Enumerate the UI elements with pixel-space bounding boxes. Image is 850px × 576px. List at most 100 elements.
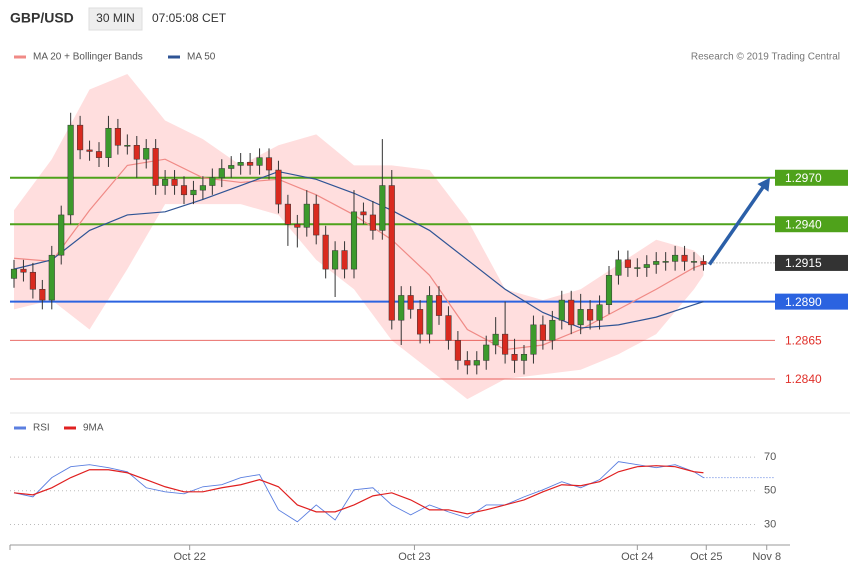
- candle-body: [530, 324, 537, 355]
- candle-body: [426, 295, 433, 335]
- candle-body: [114, 127, 121, 146]
- candle-body: [39, 288, 46, 301]
- candle-body: [539, 324, 546, 341]
- forecast-arrow-head: [757, 177, 770, 192]
- y-tick-label: 50: [764, 485, 776, 497]
- interval: 30 MIN: [96, 11, 135, 25]
- candle-body: [190, 189, 197, 196]
- candle-body: [596, 304, 603, 321]
- candle-body: [568, 299, 575, 326]
- level-label: 1.2840: [785, 372, 822, 386]
- candle-body: [502, 333, 509, 355]
- candle-body: [322, 234, 329, 270]
- level-label-box: [775, 216, 848, 233]
- legend-label: MA 50: [187, 52, 216, 63]
- level-label-box: [775, 293, 848, 310]
- legend-label: RSI: [33, 423, 50, 434]
- candle-body: [162, 179, 169, 186]
- level-label-box: [775, 169, 848, 186]
- candle-body: [615, 259, 622, 276]
- candle-body: [360, 211, 367, 216]
- candle-body: [624, 259, 631, 268]
- candle-body: [700, 261, 707, 265]
- time: 07:05:08 CET: [152, 11, 227, 25]
- level-label: 1.2970: [785, 171, 822, 185]
- candle-body: [105, 127, 112, 158]
- legend-label: MA 20 + Bollinger Bands: [33, 52, 143, 63]
- candle-body: [152, 148, 159, 186]
- candle-body: [587, 309, 594, 321]
- candle-body: [662, 261, 669, 263]
- candle-body: [133, 145, 140, 160]
- y-tick-label: 70: [764, 451, 776, 463]
- x-tick-label: Oct 24: [621, 551, 653, 563]
- candle-body: [180, 185, 188, 196]
- candle-body: [143, 148, 150, 160]
- candle-body: [398, 295, 405, 321]
- interval-box: [88, 7, 143, 31]
- candle-body: [483, 344, 490, 361]
- candle-body: [369, 214, 376, 231]
- indicator-line: [13, 465, 704, 515]
- x-tick-label: Oct 22: [173, 551, 205, 563]
- candle-body: [67, 124, 74, 216]
- level-label: 1.2865: [785, 334, 822, 348]
- candle-body: [341, 250, 348, 270]
- candle-body: [454, 340, 461, 361]
- x-tick-label: Nov 8: [752, 551, 781, 563]
- candle-body: [29, 271, 36, 290]
- candle-body: [48, 254, 55, 301]
- candle-body: [672, 254, 679, 262]
- candle-body: [350, 211, 358, 270]
- candle-body: [256, 157, 263, 166]
- candle-body: [199, 185, 206, 191]
- candle-body: [445, 315, 452, 341]
- candle-body: [407, 295, 414, 310]
- candle-body: [473, 360, 480, 366]
- candle-body: [332, 250, 339, 270]
- candle-body: [313, 203, 320, 236]
- candle-body: [265, 157, 273, 171]
- candle-body: [549, 319, 556, 341]
- candle-body: [77, 124, 84, 151]
- candle-body: [435, 295, 443, 316]
- candle-body: [171, 179, 178, 186]
- candle-body: [247, 162, 254, 166]
- level-label: 1.2915: [785, 256, 822, 270]
- candle-body: [417, 309, 424, 335]
- level-label: 1.2890: [785, 295, 822, 309]
- candle-body: [492, 333, 499, 346]
- candle-body: [681, 254, 688, 262]
- candle-body: [690, 261, 698, 263]
- candle-body: [209, 177, 216, 186]
- candle-body: [577, 309, 584, 326]
- candle-body: [275, 169, 282, 205]
- candle-body: [20, 268, 27, 273]
- legend-label: 9MA: [83, 423, 104, 434]
- symbol: GBP/USD: [10, 10, 74, 26]
- candle-body: [605, 275, 613, 305]
- forecast-arrow: [708, 184, 766, 266]
- candle-body: [284, 203, 291, 225]
- x-tick-label: Oct 25: [690, 551, 722, 563]
- candle-body: [58, 214, 65, 256]
- candle-body: [95, 151, 103, 158]
- candle-body: [10, 268, 18, 279]
- candle-body: [237, 162, 244, 166]
- candle-body: [303, 203, 310, 228]
- candle-body: [520, 354, 528, 361]
- candle-body: [218, 168, 225, 179]
- candle-body: [124, 145, 131, 147]
- level-label-box: [775, 254, 848, 271]
- candle-body: [86, 149, 93, 152]
- credit: Research © 2019 Trading Central: [691, 52, 840, 63]
- bollinger-band: [14, 74, 704, 400]
- candle-body: [643, 264, 650, 268]
- candle-body: [388, 185, 395, 321]
- candle-body: [294, 223, 301, 228]
- candle-body: [379, 185, 386, 231]
- y-tick-label: 30: [764, 518, 776, 530]
- candle-body: [511, 354, 518, 361]
